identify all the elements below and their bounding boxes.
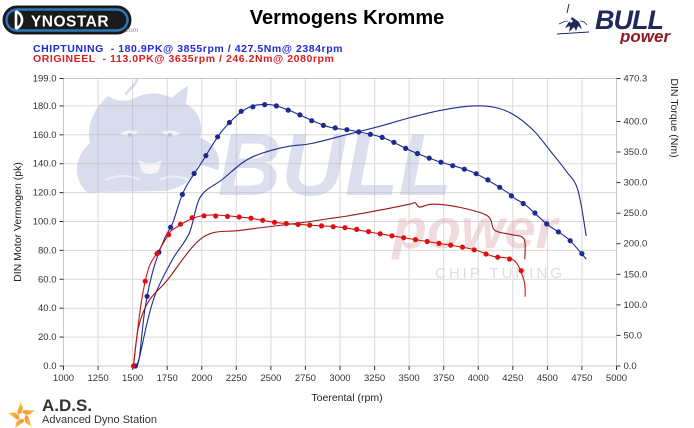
svg-text:20.0: 20.0	[38, 332, 57, 343]
svg-text:4000: 4000	[468, 373, 489, 384]
svg-text:100.0: 100.0	[33, 217, 57, 228]
svg-text:180.0: 180.0	[33, 101, 57, 112]
svg-text:4500: 4500	[537, 373, 558, 384]
svg-text:300.0: 300.0	[624, 178, 648, 189]
svg-text:160.0: 160.0	[33, 130, 57, 141]
svg-text:3250: 3250	[364, 373, 385, 384]
svg-text:120.0: 120.0	[33, 188, 57, 199]
svg-text:80.0: 80.0	[38, 245, 57, 256]
svg-text:0.0: 0.0	[43, 361, 56, 372]
svg-text:1750: 1750	[157, 373, 178, 384]
svg-text:1250: 1250	[88, 373, 109, 384]
svg-text:50.0: 50.0	[624, 330, 643, 341]
svg-text:350.0: 350.0	[624, 147, 648, 158]
svg-text:199.0: 199.0	[33, 74, 57, 85]
svg-text:2000: 2000	[191, 373, 212, 384]
svg-text:100.0: 100.0	[624, 300, 648, 311]
svg-text:3750: 3750	[433, 373, 454, 384]
svg-text:0.0: 0.0	[624, 361, 637, 372]
svg-text:4750: 4750	[571, 373, 592, 384]
svg-text:2500: 2500	[260, 373, 281, 384]
svg-text:4250: 4250	[502, 373, 523, 384]
svg-text:250.0: 250.0	[624, 208, 648, 219]
svg-text:470.3: 470.3	[624, 74, 648, 85]
svg-text:40.0: 40.0	[38, 303, 57, 314]
svg-text:5000: 5000	[606, 373, 627, 384]
svg-text:200.0: 200.0	[624, 239, 648, 250]
svg-text:3000: 3000	[329, 373, 350, 384]
svg-text:400.0: 400.0	[624, 117, 648, 128]
svg-text:140.0: 140.0	[33, 159, 57, 170]
svg-text:3500: 3500	[399, 373, 420, 384]
svg-text:1500: 1500	[122, 373, 143, 384]
svg-text:CHIP TUNING: CHIP TUNING	[435, 265, 565, 282]
svg-text:2750: 2750	[295, 373, 316, 384]
svg-text:1000: 1000	[53, 373, 74, 384]
svg-text:60.0: 60.0	[38, 274, 57, 285]
svg-text:2250: 2250	[226, 373, 247, 384]
svg-text:150.0: 150.0	[624, 269, 648, 280]
